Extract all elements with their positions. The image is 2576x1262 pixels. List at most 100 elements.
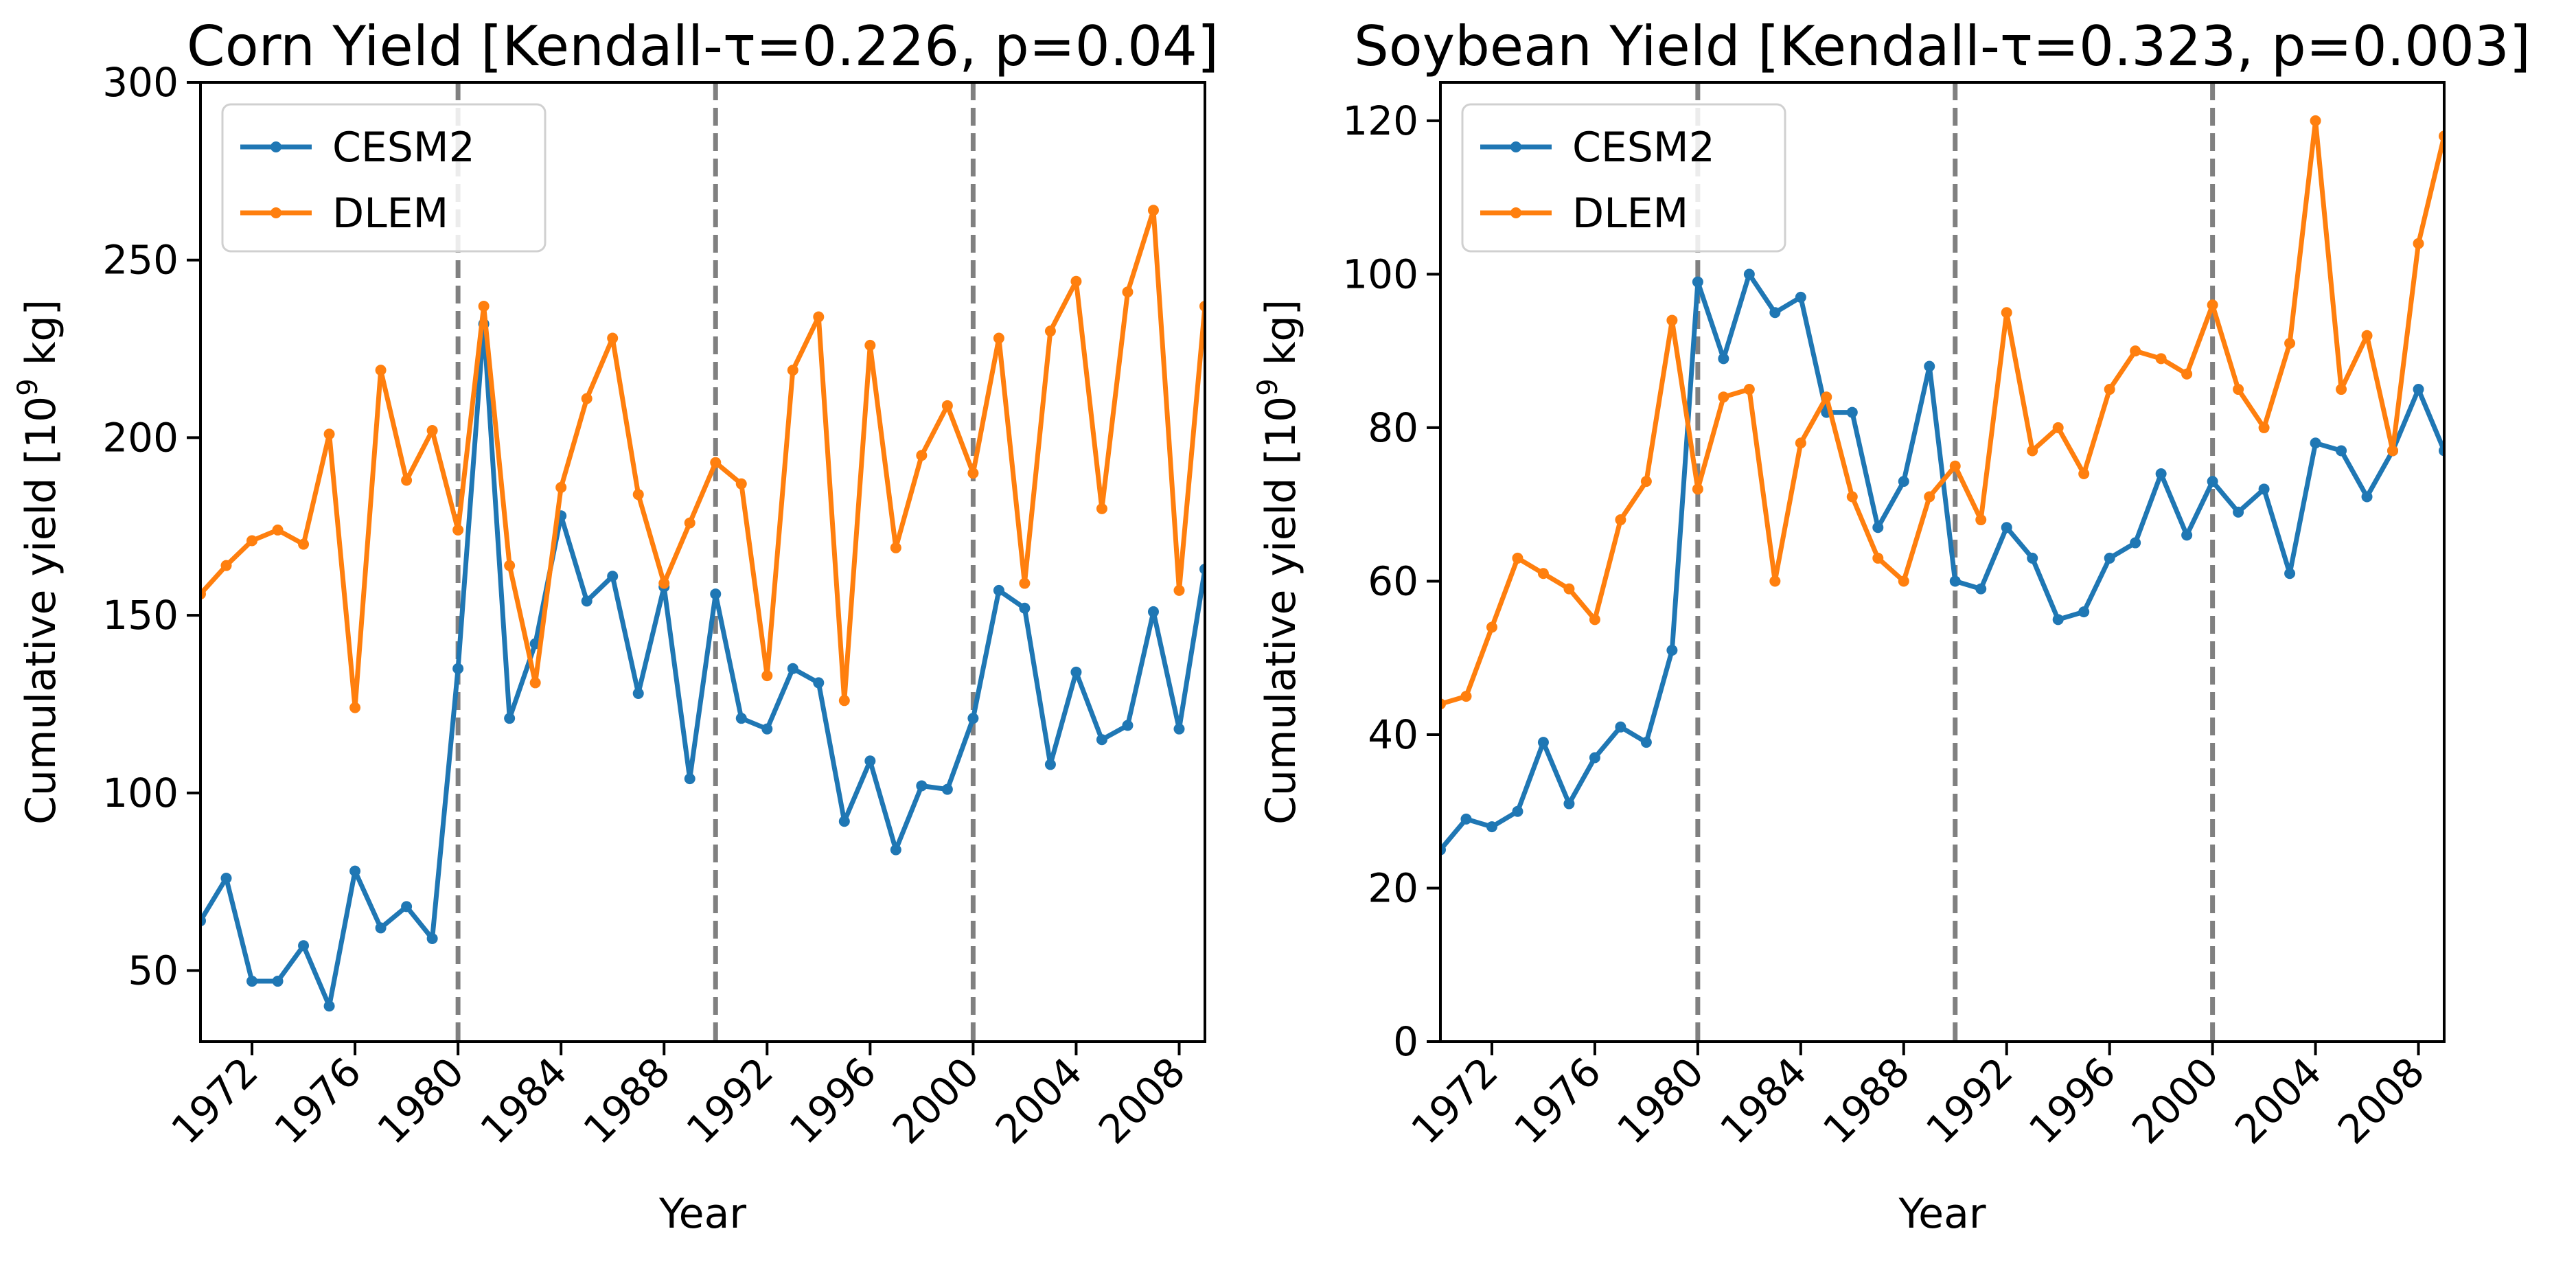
data-point	[2130, 537, 2141, 549]
data-point	[916, 780, 928, 792]
data-point	[813, 677, 825, 689]
data-point	[761, 670, 773, 682]
data-point	[2130, 345, 2141, 357]
data-point	[1563, 798, 1575, 810]
data-point	[220, 872, 232, 884]
x-tick-label: 1984	[1711, 1048, 1815, 1153]
data-point	[787, 365, 798, 376]
data-point	[2027, 445, 2038, 457]
data-point	[1615, 721, 1626, 733]
data-point	[1563, 583, 1575, 595]
data-point	[323, 428, 335, 440]
x-tick-label: 1976	[266, 1048, 370, 1153]
data-point	[2284, 337, 2296, 349]
x-tick-label: 2008	[1090, 1048, 1194, 1153]
data-point	[1975, 514, 1987, 526]
data-point	[2233, 506, 2244, 518]
data-point	[426, 932, 438, 944]
data-point	[993, 332, 1004, 344]
data-point	[607, 571, 619, 582]
data-point	[1096, 734, 1107, 746]
data-point	[1949, 460, 1961, 472]
x-tick-label: 2008	[2329, 1048, 2433, 1153]
data-point	[1666, 314, 1678, 326]
data-point	[838, 695, 850, 707]
data-point	[426, 425, 438, 437]
data-point	[2233, 384, 2244, 395]
y-tick-label: 0	[1393, 1018, 1418, 1065]
y-tick-label: 60	[1368, 558, 1418, 604]
data-point	[1147, 606, 1159, 617]
data-point	[1460, 813, 1472, 825]
data-point	[1872, 522, 1884, 534]
data-point	[2001, 522, 2012, 534]
data-point	[916, 450, 928, 461]
data-point	[632, 489, 644, 501]
data-point	[735, 713, 747, 724]
data-point	[607, 332, 619, 344]
series-line-cesm2	[1440, 271, 2444, 851]
x-tick-label: 1988	[575, 1048, 679, 1153]
data-point	[1173, 584, 1185, 596]
data-point	[787, 663, 798, 674]
data-point	[1898, 476, 1909, 487]
data-point	[349, 865, 361, 877]
data-point	[1460, 691, 1472, 702]
data-point	[2052, 422, 2064, 433]
data-point	[890, 542, 901, 553]
data-point	[941, 783, 953, 795]
y-axis-label-tail: kg]	[1257, 299, 1305, 378]
data-point	[375, 365, 387, 376]
data-point	[1122, 286, 1134, 298]
data-point	[632, 687, 644, 699]
y-axis-label-main: Cumulative yield [10	[1257, 396, 1305, 825]
legend-label: DLEM	[1572, 190, 1688, 238]
x-tick-label: 1980	[1608, 1048, 1712, 1153]
data-point	[2207, 299, 2218, 311]
data-point	[658, 577, 670, 589]
data-point	[2052, 614, 2064, 626]
data-point	[1122, 720, 1134, 731]
data-point	[2361, 330, 2373, 341]
data-point	[2361, 491, 2373, 503]
data-point	[504, 713, 516, 724]
y-axis-label: Cumulative yield [109 kg]	[12, 299, 65, 825]
data-point	[2258, 422, 2270, 433]
data-point	[1898, 575, 1909, 587]
legend-swatch-marker	[1510, 207, 1521, 218]
data-point	[1486, 821, 1497, 833]
data-point	[1872, 552, 1884, 564]
data-point	[2078, 606, 2090, 618]
data-point	[1692, 483, 1703, 495]
y-axis-label-tail: kg]	[17, 299, 65, 378]
legend: CESM2 DLEM	[221, 103, 547, 253]
data-point	[1019, 577, 1031, 589]
data-point	[1821, 391, 1832, 403]
data-point	[967, 468, 979, 479]
x-tick-label: 1988	[1814, 1048, 1918, 1153]
data-point	[2258, 483, 2270, 495]
series-line-cesm2	[200, 321, 1205, 1009]
y-tick-label: 50	[128, 948, 179, 994]
data-point	[941, 400, 953, 411]
x-tick-label: 2004	[2226, 1048, 2330, 1153]
data-point	[1769, 575, 1781, 587]
data-point	[1743, 268, 1755, 280]
x-tick-label: 1980	[369, 1048, 473, 1153]
data-point	[401, 474, 413, 486]
legend-label: CESM2	[332, 124, 475, 172]
data-point	[272, 976, 284, 987]
data-point	[452, 663, 464, 674]
x-tick-label: 1992	[678, 1048, 782, 1153]
y-axis-label-sup: 9	[12, 378, 44, 395]
data-point	[2181, 368, 2193, 380]
data-point	[1537, 737, 1549, 748]
y-tick-label: 100	[102, 770, 179, 816]
data-point	[993, 584, 1004, 596]
legend-label: CESM2	[1572, 124, 1715, 172]
data-point	[375, 922, 387, 934]
x-tick-label: 1972	[162, 1048, 266, 1153]
data-point	[761, 723, 773, 735]
data-point	[1044, 759, 1056, 770]
